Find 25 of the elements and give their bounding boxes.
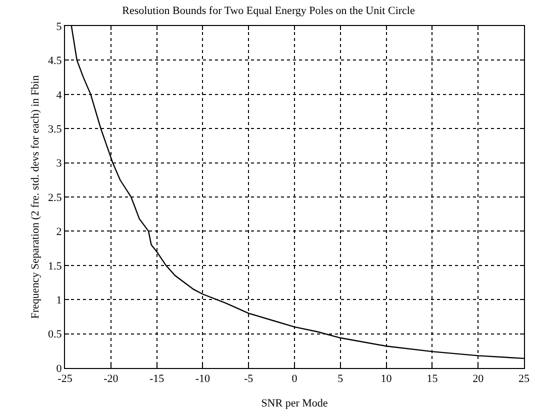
x-tick-label: 0 [292, 373, 298, 386]
x-axis-title: SNR per Mode [261, 397, 328, 410]
y-tick-label: 4 [56, 89, 62, 102]
y-tick-label: 3 [56, 158, 62, 170]
x-tick-label: 25 [518, 373, 530, 386]
y-tick-label: 3.5 [48, 123, 62, 136]
x-tick-label: 5 [338, 373, 344, 386]
y-tick-label: 5 [56, 20, 62, 33]
y-tick-label: 2.5 [48, 192, 62, 204]
x-tick-label: 10 [380, 373, 392, 386]
x-tick-label: 15 [426, 373, 438, 386]
y-tick-label: 0.5 [48, 328, 62, 341]
x-tick-label: -5 [244, 373, 254, 386]
x-tick-label: -20 [104, 373, 119, 386]
y-axis-title: Frequency Separation (2 fre. std. devs for each) in Fbin [30, 74, 42, 319]
y-tick-label: 0 [56, 362, 62, 375]
y-tick-label: 1.5 [48, 260, 62, 272]
x-tick-label: -10 [195, 373, 211, 386]
x-tick-label: 20 [472, 373, 484, 386]
y-tick-label: 4.5 [48, 55, 62, 68]
x-tick-label: -25 [58, 373, 73, 386]
y-tick-label: 1 [56, 294, 62, 306]
y-tick-label: 2 [56, 226, 62, 238]
chart-title: Resolution Bounds for Two Equal Energy Poles on the Unit Circle [122, 4, 415, 17]
x-tick-label: -15 [149, 373, 165, 386]
